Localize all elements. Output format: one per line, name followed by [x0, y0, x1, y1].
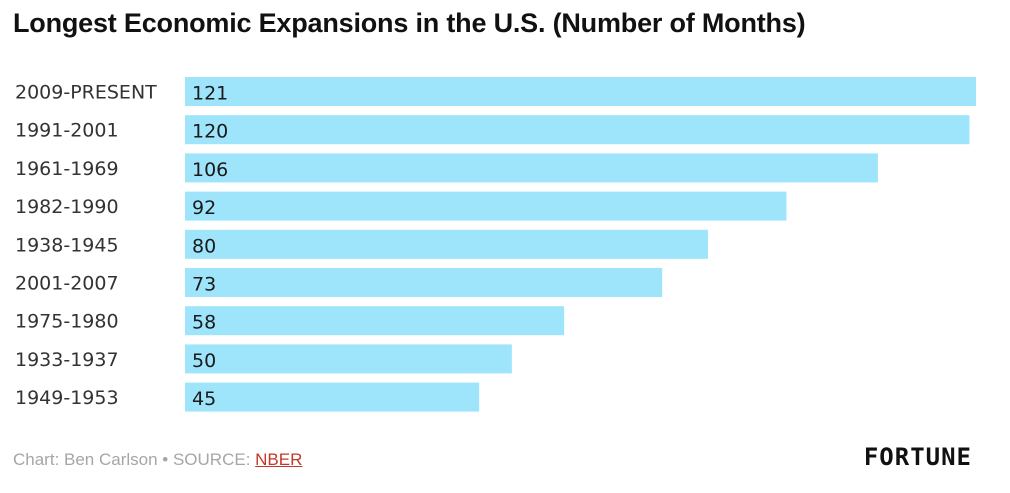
category-label: 1991-2001	[15, 120, 119, 142]
bar	[185, 306, 565, 336]
bar	[185, 268, 663, 297]
bar-row: 1975-1980 58	[15, 306, 565, 336]
value-label: 50	[192, 350, 216, 372]
bar-row: 1938-1945 80	[15, 229, 708, 259]
chart-footer: Chart: Ben Carlson • SOURCE: NBER	[13, 450, 302, 470]
category-label: 1982-1990	[15, 196, 119, 218]
category-label: 1938-1945	[15, 234, 119, 256]
value-label: 120	[192, 121, 228, 143]
bar	[185, 115, 970, 145]
bar-row: 1949-1953 45	[15, 382, 480, 412]
chart-title: Longest Economic Expansions in the U.S. …	[13, 8, 806, 38]
category-label: 1961-1969	[15, 158, 119, 180]
source-link[interactable]: NBER	[255, 450, 303, 469]
category-label: 1933-1937	[15, 349, 119, 371]
bar-row: 1961-1969 106	[15, 153, 878, 183]
category-label: 1949-1953	[15, 387, 119, 409]
category-label: 1975-1980	[15, 311, 119, 333]
bar	[185, 153, 878, 183]
bar-row: 2009-PRESENT 121	[15, 77, 976, 106]
bar-row: 1982-1990 92	[15, 191, 787, 221]
category-label: 2009-PRESENT	[15, 82, 157, 104]
bar	[185, 382, 480, 412]
category-label: 2001-2007	[15, 273, 119, 295]
value-label: 92	[192, 197, 216, 219]
bar-row: 2001-2007 73	[15, 268, 663, 297]
bar	[185, 344, 512, 374]
value-label: 121	[192, 83, 228, 105]
credit-text: Chart: Ben Carlson • SOURCE:	[13, 450, 256, 469]
bar-row: 1991-2001 120	[15, 115, 970, 145]
value-label: 58	[192, 312, 216, 334]
value-label: 80	[192, 235, 216, 257]
bar	[185, 191, 787, 221]
value-label: 45	[192, 388, 216, 410]
value-label: 73	[192, 274, 216, 296]
bar-row: 1933-1937 50	[15, 344, 512, 374]
fortune-logo: FORTUNE	[863, 443, 972, 471]
bar	[185, 229, 708, 259]
bar	[185, 77, 976, 106]
value-label: 106	[192, 159, 228, 181]
